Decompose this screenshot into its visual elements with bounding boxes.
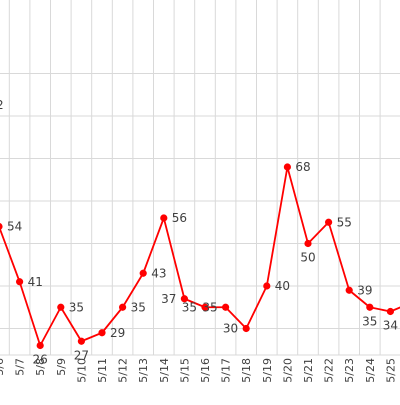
x-tick-label: 5/9 bbox=[55, 358, 68, 376]
data-label: 41 bbox=[28, 275, 43, 289]
x-tick-label: 5/23 bbox=[343, 358, 356, 383]
data-point bbox=[36, 341, 44, 350]
partial-data-label: 2 bbox=[0, 98, 4, 112]
x-tick-label: 5/22 bbox=[323, 358, 336, 383]
x-tick-label: 5/25 bbox=[384, 358, 397, 383]
data-label: 26 bbox=[33, 353, 48, 367]
x-tick-label: 5/11 bbox=[96, 358, 109, 383]
series-line bbox=[0, 166, 400, 347]
data-point bbox=[386, 307, 394, 316]
data-label: 27 bbox=[74, 348, 89, 362]
data-label: 35 bbox=[69, 300, 84, 314]
data-point bbox=[263, 282, 271, 290]
data-point bbox=[366, 303, 374, 311]
data-point bbox=[345, 286, 353, 294]
data-label: 55 bbox=[337, 215, 352, 229]
x-axis-ticks: 5/6 5/7 5/8 5/9 5/10 5/11 5/12 5/13 5/14 5/15 5/16… bbox=[0, 358, 397, 383]
data-label: 40 bbox=[275, 279, 290, 293]
data-label: 29 bbox=[110, 326, 125, 340]
data-point bbox=[0, 223, 3, 230]
data-point bbox=[98, 329, 106, 337]
data-point bbox=[222, 303, 230, 311]
data-label: 35 bbox=[182, 300, 197, 314]
data-point bbox=[242, 324, 250, 333]
data-point bbox=[160, 214, 168, 222]
data-label: 56 bbox=[172, 211, 187, 225]
data-label: 35 bbox=[131, 300, 146, 314]
data-point bbox=[77, 337, 85, 345]
data-label: 30 bbox=[223, 322, 238, 336]
data-point bbox=[325, 218, 333, 226]
x-tick-label: 5/20 bbox=[281, 358, 294, 383]
data-label: 34 bbox=[383, 319, 398, 333]
data-point bbox=[283, 163, 291, 171]
data-label: 43 bbox=[151, 266, 166, 280]
x-tick-label: 5/19 bbox=[261, 358, 274, 383]
data-label: 35 bbox=[362, 314, 377, 328]
x-tick-label: 5/17 bbox=[220, 358, 233, 383]
x-tick-label: 5/12 bbox=[117, 358, 130, 383]
data-point bbox=[16, 278, 24, 286]
x-tick-label: 5/15 bbox=[178, 358, 191, 383]
x-tick-label: 5/8 bbox=[34, 358, 47, 376]
x-tick-label: 5/21 bbox=[302, 358, 315, 383]
x-tick-label: 5/13 bbox=[137, 358, 150, 383]
x-tick-label: 5/18 bbox=[240, 358, 253, 383]
data-point bbox=[139, 269, 147, 277]
data-label: 35 bbox=[202, 300, 217, 314]
data-label: 54 bbox=[7, 220, 22, 234]
series-line-layer bbox=[0, 166, 400, 347]
data-labels: 54 41 26 35 27 29 35 43 56 37 35 35 30 40 68 50 55 39 35 34 bbox=[7, 160, 398, 367]
data-point bbox=[201, 303, 209, 311]
data-label: 39 bbox=[357, 283, 372, 297]
x-tick-label: 5/7 bbox=[14, 358, 27, 376]
data-points bbox=[0, 163, 394, 350]
x-tick-label: 5/6 bbox=[0, 358, 6, 376]
data-point bbox=[57, 303, 65, 311]
x-tick-label: 5/14 bbox=[158, 358, 171, 383]
x-tick-label: 5/24 bbox=[364, 358, 377, 383]
data-label: 50 bbox=[300, 251, 315, 265]
data-label: 37 bbox=[161, 292, 176, 306]
x-tick-label: 5/10 bbox=[75, 358, 88, 383]
x-tick-label: 5/16 bbox=[199, 358, 212, 383]
data-point bbox=[304, 239, 312, 248]
data-point bbox=[180, 295, 188, 303]
grid bbox=[0, 0, 400, 356]
data-label: 68 bbox=[295, 160, 310, 174]
data-point bbox=[119, 303, 127, 311]
